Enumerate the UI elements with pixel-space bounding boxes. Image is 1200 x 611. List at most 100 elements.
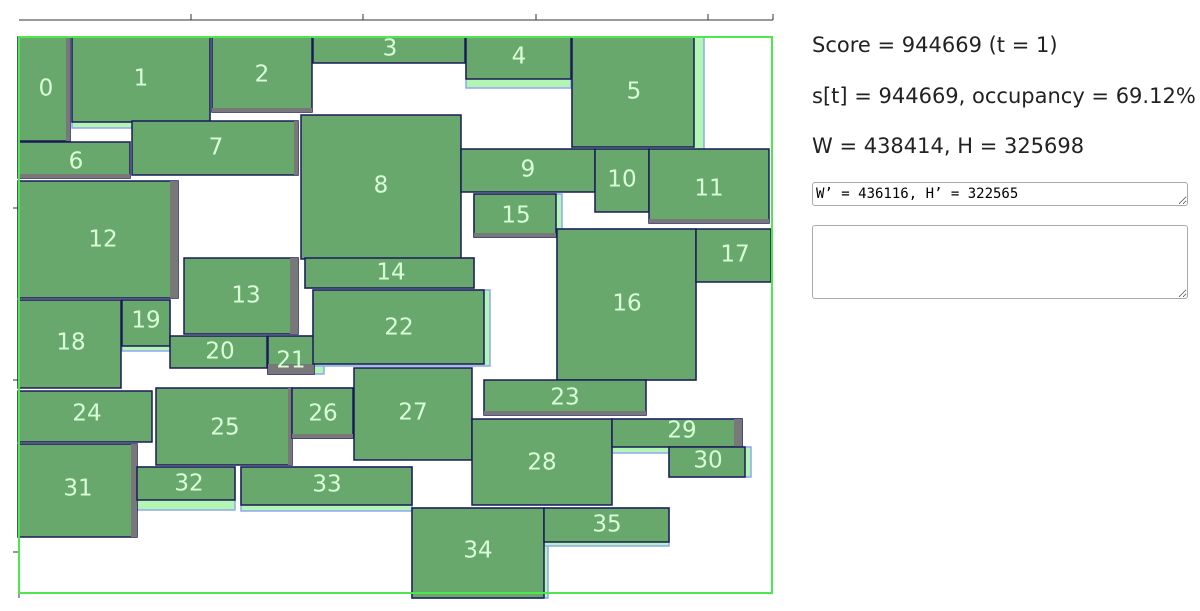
- rect-label-11: 11: [694, 176, 723, 202]
- rect-label-25: 25: [210, 415, 239, 441]
- rect-shadow-29: [734, 419, 742, 447]
- rect-label-4: 4: [512, 44, 527, 70]
- rect-32: 32: [136, 466, 236, 501]
- rect-box-27: [353, 367, 473, 461]
- rect-label-20: 20: [205, 339, 234, 365]
- rect-box-18: [17, 299, 122, 389]
- rect-31: 31: [17, 443, 138, 538]
- rect-23: 23: [483, 379, 647, 416]
- rect-label-8: 8: [374, 173, 389, 199]
- rect-box-12: [17, 180, 179, 299]
- rect-label-14: 14: [376, 260, 405, 286]
- rect-20: 20: [169, 335, 268, 369]
- rect-34: 34: [411, 507, 545, 599]
- rect-shadow-25: [288, 388, 292, 465]
- rect-30: 30: [668, 446, 746, 478]
- rect-box-7: [131, 120, 299, 176]
- rect-box-31: [17, 443, 138, 538]
- rect-box-10: [594, 148, 650, 213]
- rect-box-0: [17, 36, 71, 142]
- output-textarea[interactable]: [812, 225, 1188, 299]
- rect-label-23: 23: [550, 385, 579, 411]
- rect-label-29: 29: [667, 418, 696, 444]
- rect-27: 27: [353, 367, 473, 461]
- rect-box-14: [304, 257, 475, 289]
- rect-box-9: [460, 148, 596, 193]
- rect-shadow-7: [294, 121, 298, 175]
- rect-label-9: 9: [521, 157, 536, 183]
- rect-shadow-11: [649, 219, 769, 223]
- rect-label-6: 6: [69, 149, 84, 175]
- rect-label-26: 26: [308, 401, 337, 427]
- rect-22: 22: [312, 289, 485, 365]
- rect-box-19: [121, 299, 171, 347]
- rect-label-18: 18: [56, 330, 85, 356]
- rect-label-10: 10: [607, 167, 636, 193]
- rect-18: 18: [17, 299, 122, 389]
- rect-box-35: [543, 507, 670, 543]
- container-frame: [18, 36, 773, 594]
- rect-13: 13: [183, 257, 299, 335]
- rect-label-31: 31: [63, 476, 92, 502]
- rect-16: 16: [556, 228, 697, 381]
- rect-shadow-6: [18, 174, 130, 178]
- rect-box-20: [169, 335, 268, 369]
- rect-label-1: 1: [134, 66, 149, 92]
- rect-box-5: [571, 36, 695, 148]
- rect-label-12: 12: [88, 227, 117, 253]
- rect-label-34: 34: [463, 538, 492, 564]
- rect-15: 15: [473, 193, 557, 238]
- rect-box-13: [183, 257, 299, 335]
- rect-0: 0: [17, 36, 71, 142]
- rect-35: 35: [543, 507, 670, 543]
- rect-label-2: 2: [255, 62, 270, 88]
- score-text: Score = 944669 (t = 1): [812, 33, 1058, 57]
- rect-28: 28: [471, 418, 613, 506]
- rect-2: 2: [211, 36, 313, 113]
- rect-label-33: 33: [312, 472, 341, 498]
- rect-box-30: [668, 446, 746, 478]
- rect-6: 6: [17, 141, 131, 179]
- rect-label-30: 30: [693, 448, 722, 474]
- rect-box-8: [300, 114, 462, 260]
- rect-label-27: 27: [398, 400, 427, 426]
- rect-33: 33: [240, 466, 413, 506]
- rect-19: 19: [121, 299, 171, 347]
- rect-21: 21: [267, 335, 315, 375]
- rect-29: 29: [611, 418, 743, 448]
- rect-9: 9: [460, 148, 596, 193]
- rect-label-24: 24: [72, 401, 101, 427]
- rect-label-5: 5: [627, 79, 642, 105]
- rect-box-32: [136, 466, 236, 501]
- rect-8: 8: [300, 114, 462, 260]
- size-text: W = 438414, H = 325698: [812, 134, 1085, 158]
- rect-label-7: 7: [209, 135, 224, 161]
- rect-box-33: [240, 466, 413, 506]
- rect-box-28: [471, 418, 613, 506]
- rect-box-16: [556, 228, 697, 381]
- rect-14: 14: [304, 257, 475, 289]
- rect-25: 25: [155, 387, 293, 466]
- rect-label-19: 19: [131, 308, 160, 334]
- rect-label-22: 22: [384, 315, 413, 341]
- state-text: s[t] = 944669, occupancy = 69.12%: [812, 84, 1196, 108]
- rect-11: 11: [648, 148, 770, 224]
- rect-label-21: 21: [276, 348, 305, 374]
- rect-label-3: 3: [383, 36, 398, 62]
- rect-box-22: [312, 289, 485, 365]
- rect-shadow-13: [290, 258, 298, 334]
- rect-26: 26: [291, 387, 354, 439]
- rect-box-25: [155, 387, 293, 466]
- rect-label-16: 16: [612, 291, 641, 317]
- rect-shadow-21: [268, 364, 314, 374]
- rect-shadow-26: [292, 434, 353, 438]
- rect-box-29: [611, 418, 743, 448]
- rect-1: 1: [71, 36, 211, 123]
- rect-5: 5: [571, 36, 695, 148]
- rect-box-23: [483, 379, 647, 416]
- input-textarea[interactable]: W’ = 436116, H’ = 322565: [812, 182, 1188, 206]
- rect-shadow-23: [484, 411, 646, 415]
- rect-label-35: 35: [592, 512, 621, 538]
